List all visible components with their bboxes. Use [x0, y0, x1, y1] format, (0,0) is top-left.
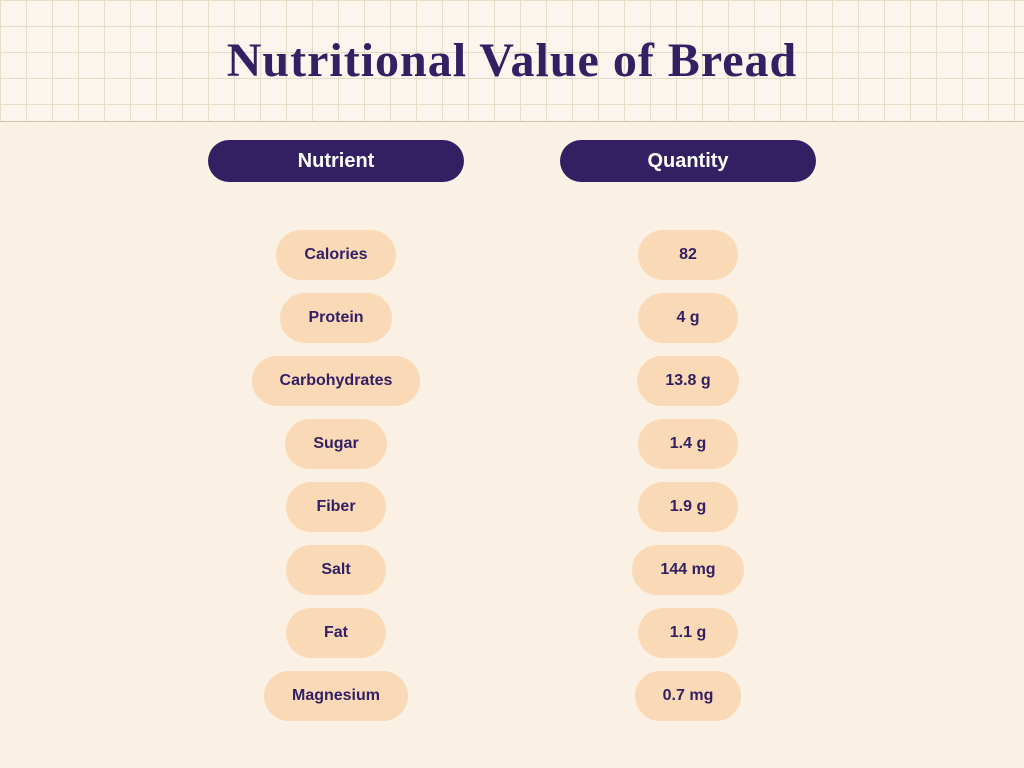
quantity-cell: 82 [638, 230, 738, 280]
body-section: Nutrient Calories Protein Carbohydrates … [0, 122, 1024, 768]
quantity-cell: 1.4 g [638, 419, 738, 469]
quantity-header: Quantity [560, 140, 816, 182]
nutrient-cell: Magnesium [264, 671, 408, 721]
quantity-cell: 13.8 g [637, 356, 738, 406]
nutrient-cell: Protein [280, 293, 391, 343]
quantity-cell: 144 mg [632, 545, 743, 595]
quantity-cell: 1.9 g [638, 482, 738, 532]
nutrient-header: Nutrient [208, 140, 464, 182]
quantity-column: Quantity 82 4 g 13.8 g 1.4 g 1.9 g 144 m… [560, 140, 816, 734]
quantity-cell: 4 g [638, 293, 738, 343]
nutrient-cell: Calories [276, 230, 395, 280]
quantity-cell: 0.7 mg [635, 671, 742, 721]
header-section: Nutritional Value of Bread [0, 0, 1024, 122]
nutrient-cell: Sugar [285, 419, 386, 469]
quantity-cell: 1.1 g [638, 608, 738, 658]
page-title: Nutritional Value of Bread [227, 33, 798, 88]
nutrient-column: Nutrient Calories Protein Carbohydrates … [208, 140, 464, 734]
nutrient-cell: Fat [286, 608, 386, 658]
nutrient-cell: Salt [286, 545, 386, 595]
table-columns: Nutrient Calories Protein Carbohydrates … [0, 140, 1024, 734]
nutrient-cell: Fiber [286, 482, 386, 532]
nutrient-cell: Carbohydrates [252, 356, 421, 406]
